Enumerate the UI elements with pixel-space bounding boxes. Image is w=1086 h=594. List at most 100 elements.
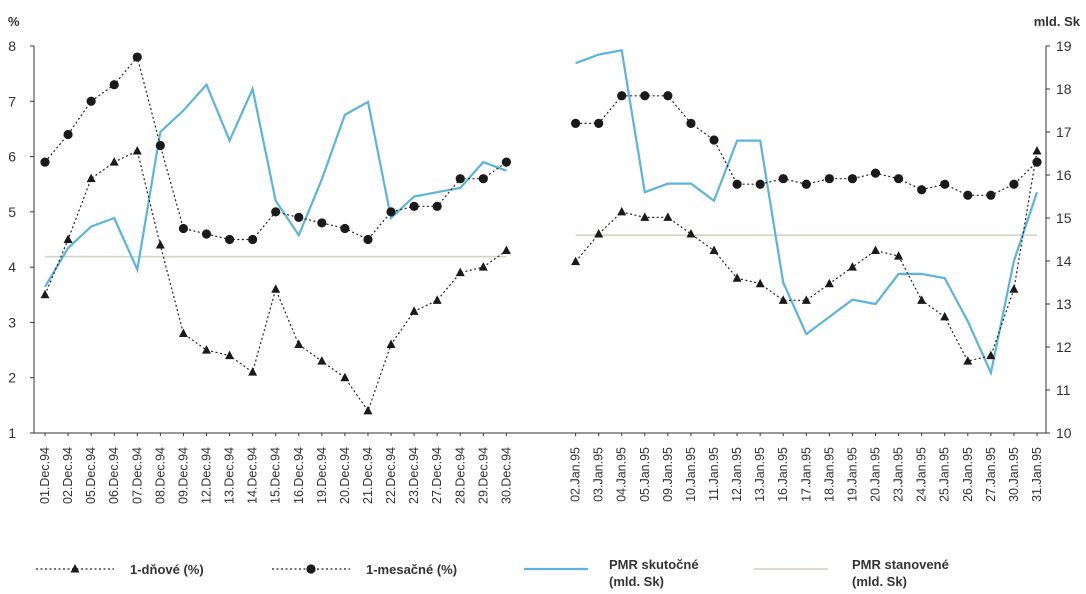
triangle-point: [455, 267, 465, 277]
triangle-point: [963, 356, 973, 365]
triangle-point: [294, 339, 304, 349]
circle-point: [294, 212, 304, 222]
triangle-point: [271, 284, 281, 293]
x-tick-label: 30.Jan.95: [1007, 447, 1021, 502]
triangle-point: [86, 173, 96, 183]
series-line: [44, 82, 507, 288]
triangle-point: [1032, 146, 1042, 155]
circle-point: [455, 174, 465, 184]
axes: % mld. Sk: [8, 14, 1081, 434]
circle-point: [571, 118, 581, 128]
x-tick-label: 26.Jan.95: [961, 447, 975, 502]
triangle-point: [594, 228, 604, 238]
triangle-point: [801, 295, 811, 304]
legend-item: PMR stanovené (mld. Sk): [754, 557, 949, 589]
right-tick-label: 11: [1056, 382, 1071, 398]
triangle-point: [778, 295, 788, 304]
circle-point: [617, 91, 627, 101]
circle-point: [201, 229, 212, 239]
series-3: [45, 234, 1037, 258]
legend-label: 1-mesačné (%): [366, 562, 457, 577]
circle-point: [178, 223, 189, 234]
triangle-point: [340, 372, 350, 382]
triangle-point: [986, 350, 996, 360]
x-tick-label: 23.Dec.94: [407, 447, 421, 504]
triangle-point: [617, 206, 627, 216]
circle-point: [155, 140, 165, 151]
x-tick-label: 20.Jan.95: [869, 447, 883, 502]
triangle-point: [201, 345, 211, 354]
series-layer: [40, 49, 1042, 415]
x-tick-label: 07.Dec.94: [130, 447, 144, 504]
x-tick-label: 16.Jan.95: [776, 447, 790, 502]
legend-label: PMR skutočné: [609, 557, 699, 572]
circle-point: [801, 179, 811, 189]
triangle-point: [501, 245, 511, 255]
x-tick-label: 09.Dec.94: [176, 447, 190, 504]
x-tick-label: 25.Jan.95: [938, 447, 952, 502]
circle-point: [340, 223, 350, 234]
triangle-point: [847, 262, 857, 271]
triangle-point: [871, 245, 881, 255]
x-tick-label: 13.Dec.94: [223, 447, 237, 504]
right-axis-unit: mld. Sk: [1034, 14, 1081, 29]
legend-label: PMR stanovené: [852, 557, 949, 572]
x-tick-label: 27.Dec.94: [430, 447, 444, 504]
triangle-point: [40, 289, 50, 299]
circle-point: [63, 129, 73, 140]
x-tick-label: 05.Jan.95: [638, 447, 652, 502]
circle-point: [224, 234, 235, 245]
circle-point: [709, 135, 719, 145]
x-tick-label: 31.Jan.95: [1030, 447, 1044, 502]
circle-point: [409, 201, 419, 211]
x-tick-label: 21.Dec.94: [361, 447, 375, 504]
x-tick-label: 19.Dec.94: [315, 447, 329, 504]
triangle-point: [363, 405, 373, 415]
triangle-point: [63, 234, 73, 243]
circle-point: [893, 174, 904, 184]
x-tick-label: 27.Jan.95: [984, 447, 998, 502]
series-line: [575, 150, 1038, 362]
left-tick-label: 6: [8, 149, 16, 165]
x-tick-label: 12.Jan.95: [730, 447, 744, 502]
circle-point: [917, 185, 927, 195]
legend: 1-dňové (%) 1-mesačné (%) PMR skutočné (mld…: [36, 557, 949, 589]
right-tick-label: 18: [1056, 81, 1072, 97]
circle-point: [824, 174, 834, 184]
left-tick-label: 8: [8, 38, 16, 54]
x-tick-label: 04.Jan.95: [615, 447, 629, 502]
right-tick-label: 14: [1056, 253, 1072, 269]
triangle-point: [940, 311, 950, 321]
x-tick-label: 30.Dec.94: [499, 447, 513, 504]
circle-point: [986, 190, 996, 200]
triangle-point: [894, 251, 904, 260]
legend-label: 1-dňové (%): [130, 562, 204, 577]
circle-point: [306, 564, 316, 574]
triangle-point: [571, 256, 581, 266]
series-line: [44, 150, 507, 413]
right-tick-label: 19: [1056, 38, 1072, 54]
left-tick-label: 7: [8, 93, 16, 109]
circle-point: [640, 91, 650, 101]
triangle-point: [432, 295, 442, 304]
x-tick-label: 06.Dec.94: [107, 447, 121, 504]
series-line: [575, 49, 1039, 377]
left-tick-label: 3: [8, 314, 16, 330]
left-axis-unit: %: [8, 14, 20, 29]
right-tick-label: 16: [1056, 167, 1072, 183]
x-axis-tick-labels: 01.Dec.94 02.Dec.94 05.Dec.94 06.Dec.94 07.D…: [38, 433, 1044, 504]
left-tick-label: 5: [8, 204, 16, 220]
circle-point: [363, 234, 373, 245]
circle-point: [847, 174, 858, 184]
circle-point: [271, 207, 281, 217]
x-tick-label: 16.Dec.94: [292, 447, 306, 504]
x-tick-label: 02.Jan.95: [569, 447, 583, 502]
circle-point: [40, 157, 50, 167]
triangle-point: [409, 306, 419, 315]
x-tick-label: 01.Dec.94: [38, 447, 52, 504]
triangle-point: [70, 564, 80, 573]
circle-point: [317, 218, 327, 228]
circle-point: [86, 96, 96, 106]
legend-item: 1-dňové (%): [36, 562, 204, 577]
